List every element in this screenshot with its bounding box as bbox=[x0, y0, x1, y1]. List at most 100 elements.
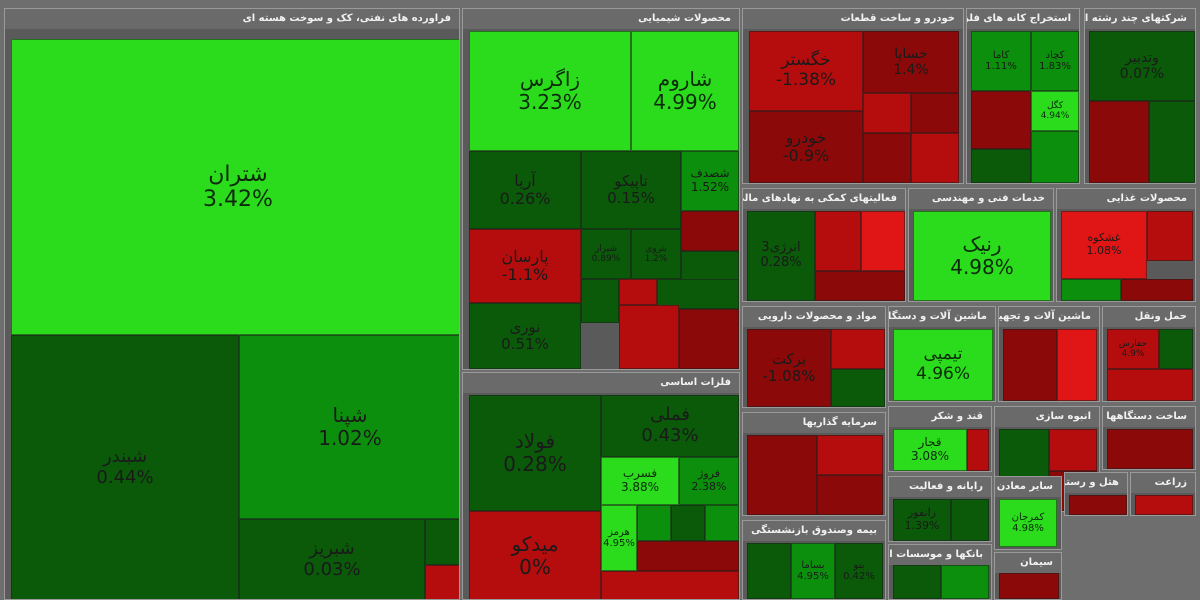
minor-stock-tile[interactable] bbox=[1069, 495, 1127, 515]
minor-stock-tile[interactable] bbox=[831, 329, 885, 369]
stock-tile[interactable]: نوری 0.51% bbox=[469, 303, 581, 369]
stock-tile[interactable]: کگل 4.94% bbox=[1031, 91, 1079, 131]
minor-stock-tile[interactable] bbox=[681, 211, 739, 251]
minor-stock-tile[interactable] bbox=[671, 505, 705, 541]
minor-stock-tile[interactable] bbox=[815, 211, 861, 271]
stock-tile[interactable]: وتدبیر 0.07% bbox=[1089, 31, 1195, 101]
minor-stock-tile[interactable] bbox=[893, 565, 941, 599]
stock-tile[interactable]: بتروی 1.2% bbox=[631, 229, 681, 279]
stock-tile[interactable]: تاپیکو 0.15% bbox=[581, 151, 681, 229]
minor-stock-tile[interactable] bbox=[1057, 329, 1097, 401]
minor-stock-tile[interactable] bbox=[971, 91, 1031, 149]
minor-stock-tile[interactable] bbox=[581, 279, 619, 323]
sector-16[interactable]: ساخت دستگاهها bbox=[1102, 406, 1196, 470]
minor-stock-tile[interactable] bbox=[911, 93, 959, 133]
stock-tile[interactable]: پارسان -1.1% bbox=[469, 229, 581, 303]
minor-stock-tile[interactable] bbox=[619, 279, 657, 305]
minor-stock-tile[interactable] bbox=[637, 541, 739, 571]
stock-tile[interactable]: آریا 0.26% bbox=[469, 151, 581, 229]
stock-tile[interactable]: برکت -1.08% bbox=[747, 329, 831, 407]
stock-tile[interactable]: کاما 1.11% bbox=[971, 31, 1031, 91]
sector-11[interactable]: ماشین آلات و تجهیزات bbox=[998, 306, 1100, 402]
stock-tile[interactable]: شبریز 0.03% bbox=[239, 519, 425, 599]
minor-stock-tile[interactable] bbox=[1003, 329, 1057, 401]
stock-tile[interactable]: شیراز 0.89% bbox=[581, 229, 631, 279]
sector-14[interactable]: قند و شکر قجار 3.08% bbox=[888, 406, 992, 472]
minor-stock-tile[interactable] bbox=[815, 271, 905, 301]
stock-tile[interactable]: بنو 0.42% bbox=[835, 543, 883, 599]
sector-0[interactable]: فراورده های نفتی، کک و سوخت هسته ای شتران… bbox=[4, 8, 460, 600]
minor-stock-tile[interactable] bbox=[1159, 329, 1193, 369]
minor-stock-tile[interactable] bbox=[747, 435, 817, 515]
sector-6[interactable]: فعالیتهای کمکی به نهادهای مالی انرژی3 0.28… bbox=[742, 188, 906, 302]
minor-stock-tile[interactable] bbox=[679, 309, 739, 369]
minor-stock-tile[interactable] bbox=[863, 133, 911, 183]
minor-stock-tile[interactable] bbox=[1089, 101, 1149, 183]
sector-10[interactable]: ماشین آلات و دستگاههای برقیتیمپی4.96% bbox=[888, 306, 996, 402]
sector-17[interactable]: رایانه و فعالیت رانفور 1.39% bbox=[888, 476, 992, 542]
minor-stock-tile[interactable] bbox=[747, 543, 791, 599]
stock-tile[interactable]: فولاد 0.28% bbox=[469, 395, 601, 511]
minor-stock-tile[interactable] bbox=[1135, 495, 1193, 515]
sector-3[interactable]: خودرو و ساخت قطعات خگستر -1.38% خساپا 1.4% خو… bbox=[742, 8, 964, 184]
minor-stock-tile[interactable] bbox=[971, 149, 1031, 183]
minor-stock-tile[interactable] bbox=[951, 499, 989, 541]
stock-tile[interactable]: شبندر 0.44% bbox=[11, 335, 239, 599]
stock-tile[interactable]: کچاد 1.83% bbox=[1031, 31, 1079, 91]
minor-stock-tile[interactable] bbox=[1031, 131, 1079, 183]
minor-stock-tile[interactable] bbox=[705, 505, 739, 541]
minor-stock-tile[interactable] bbox=[657, 279, 739, 309]
minor-stock-tile[interactable] bbox=[1061, 279, 1121, 301]
minor-stock-tile[interactable] bbox=[941, 565, 989, 599]
minor-stock-tile[interactable] bbox=[1049, 429, 1097, 471]
stock-tile[interactable]: شتران 3.42% bbox=[11, 39, 459, 335]
sector-5[interactable]: شرکتهای چند رشته ای صنعتیوتدبیر0.07% bbox=[1084, 8, 1196, 184]
sector-8[interactable]: محصولات غذایی غشکوه 1.08% bbox=[1056, 188, 1196, 302]
sector-20[interactable]: زراعت bbox=[1130, 472, 1196, 516]
stock-tile[interactable]: خساپا 1.4% bbox=[863, 31, 959, 93]
minor-stock-tile[interactable] bbox=[425, 565, 459, 599]
stock-tile[interactable]: قجار 3.08% bbox=[893, 429, 967, 471]
minor-stock-tile[interactable] bbox=[911, 133, 959, 183]
stock-tile[interactable]: خگستر -1.38% bbox=[749, 31, 863, 111]
stock-tile[interactable]: شپنا 1.02% bbox=[239, 335, 459, 519]
stock-tile[interactable]: شاروم 4.99% bbox=[631, 31, 739, 151]
stock-tile[interactable]: فسرب 3.88% bbox=[601, 457, 679, 505]
minor-stock-tile[interactable] bbox=[831, 369, 885, 407]
sector-7[interactable]: خدمات فنی و مهندسی رنیک 4.98% bbox=[908, 188, 1054, 302]
sector-12[interactable]: حمل ونقل حفارس 4.9% bbox=[1102, 306, 1196, 402]
minor-stock-tile[interactable] bbox=[817, 435, 883, 475]
minor-stock-tile[interactable] bbox=[967, 429, 989, 471]
stock-tile[interactable]: فروژ 2.38% bbox=[679, 457, 739, 505]
sector-13[interactable]: سرمایه گذاریها bbox=[742, 412, 886, 516]
sector-18[interactable]: سایر معادن کمرجان 4.98% bbox=[994, 476, 1062, 550]
stock-tile[interactable]: میدکو 0% bbox=[469, 511, 601, 599]
stock-tile[interactable]: غشکوه 1.08% bbox=[1061, 211, 1147, 279]
minor-stock-tile[interactable] bbox=[1149, 101, 1195, 183]
minor-stock-tile[interactable] bbox=[1107, 369, 1193, 401]
minor-stock-tile[interactable] bbox=[817, 475, 883, 515]
minor-stock-tile[interactable] bbox=[1121, 279, 1193, 301]
sector-4[interactable]: استخراج کانه های فلزیکاما1.11%کچاد1.83%ک… bbox=[966, 8, 1080, 184]
minor-stock-tile[interactable] bbox=[425, 519, 459, 565]
stock-tile[interactable]: رنیک 4.98% bbox=[913, 211, 1051, 301]
stock-tile[interactable]: خودرو -0.9% bbox=[749, 111, 863, 183]
minor-stock-tile[interactable] bbox=[1107, 429, 1193, 469]
sector-22[interactable]: بانکها و موسسات اعتباری bbox=[888, 544, 992, 600]
minor-stock-tile[interactable] bbox=[861, 211, 905, 271]
minor-stock-tile[interactable] bbox=[681, 251, 739, 283]
stock-tile[interactable]: کمرجان 4.98% bbox=[999, 499, 1057, 547]
stock-tile[interactable]: فملی 0.43% bbox=[601, 395, 739, 457]
minor-stock-tile[interactable] bbox=[619, 305, 679, 369]
stock-tile[interactable]: زاگرس 3.23% bbox=[469, 31, 631, 151]
minor-stock-tile[interactable] bbox=[637, 505, 671, 541]
stock-tile[interactable]: رانفور 1.39% bbox=[893, 499, 951, 541]
minor-stock-tile[interactable] bbox=[999, 573, 1059, 599]
sector-19[interactable]: هتل و رستوران bbox=[1064, 472, 1128, 516]
stock-tile[interactable]: حفارس 4.9% bbox=[1107, 329, 1159, 369]
stock-tile[interactable]: تیمپی 4.96% bbox=[893, 329, 993, 401]
stock-tile[interactable]: بساما 4.95% bbox=[791, 543, 835, 599]
sector-23[interactable]: سیمان bbox=[994, 552, 1062, 600]
minor-stock-tile[interactable] bbox=[601, 571, 739, 599]
minor-stock-tile[interactable] bbox=[863, 93, 911, 133]
